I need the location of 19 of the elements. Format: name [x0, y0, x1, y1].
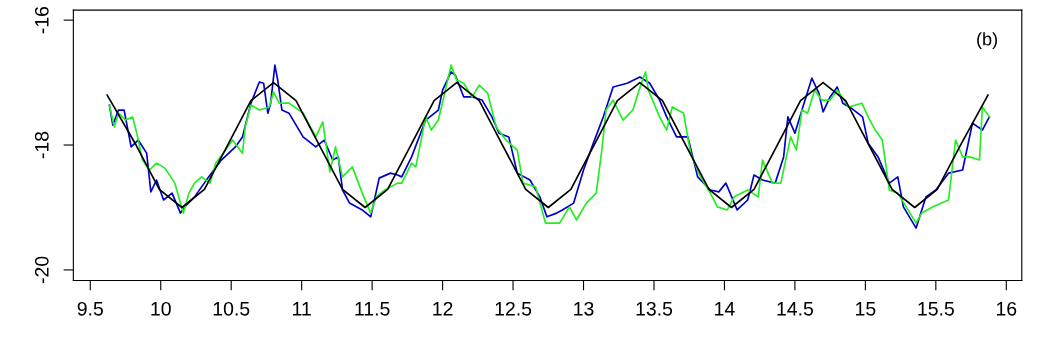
x-tick-label: 10 — [151, 301, 171, 316]
annotation: (b) — [977, 32, 997, 50]
x-tick-label: 11 — [293, 302, 311, 316]
x-tick-label: 9.5 — [77, 301, 103, 316]
x-tick-label: 15 — [856, 302, 876, 316]
x-tick-label: 12 — [433, 301, 453, 316]
y-tick-label: -20 — [34, 256, 49, 284]
x-tick-label: 15.5 — [918, 302, 954, 316]
x-tick-label: 16 — [996, 301, 1017, 316]
y-tick-label: -16 — [34, 6, 49, 34]
x-tick-label: 13.5 — [636, 301, 673, 316]
x-tick-label: 14 — [715, 302, 735, 316]
x-tick-label: 12.5 — [495, 301, 532, 316]
x-tick-label: 13 — [574, 301, 594, 316]
x-tick-label: 10.5 — [213, 301, 250, 316]
x-tick-label: 14.5 — [777, 302, 814, 316]
x-tick-label: 11.5 — [355, 302, 390, 316]
y-tick-label: -18 — [34, 131, 49, 159]
line-series — [106, 81, 989, 209]
